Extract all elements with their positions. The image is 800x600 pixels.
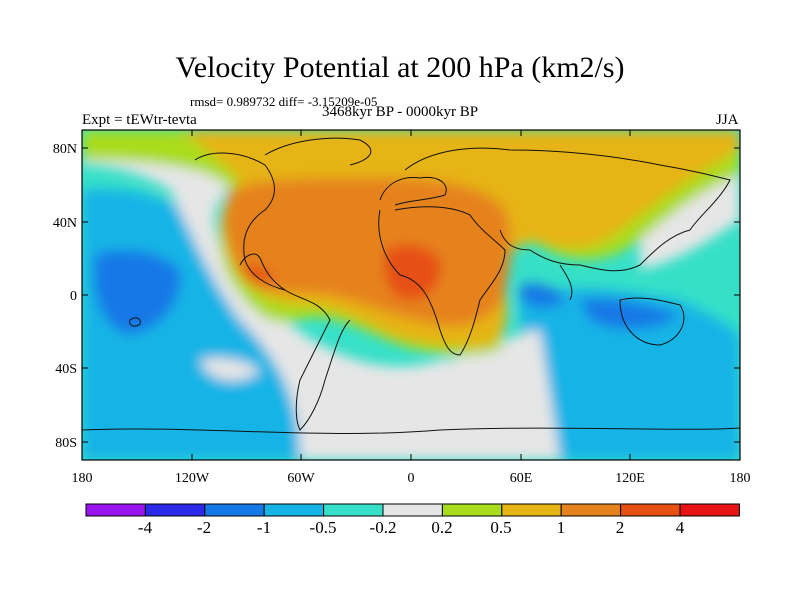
lat-label: 80N bbox=[53, 142, 77, 157]
colorbar-label: 0.5 bbox=[490, 518, 511, 537]
contour-field bbox=[82, 130, 740, 460]
colorbar-swatch bbox=[204, 503, 265, 517]
colorbar-swatch bbox=[620, 503, 681, 517]
colorbar-labels: -4 -2 -1 -0.5 -0.2 0.2 0.5 1 2 4 bbox=[138, 518, 685, 537]
colorbar-swatch bbox=[501, 503, 562, 517]
coastlines bbox=[82, 137, 740, 435]
lon-label: 180 bbox=[72, 471, 93, 486]
experiment-label: Expt = tEWtr-tevta bbox=[82, 112, 197, 128]
colorbar-label: -1 bbox=[257, 518, 271, 537]
colorbar-swatch bbox=[441, 503, 503, 517]
colorbar-label: 1 bbox=[557, 518, 566, 537]
lon-label: 60E bbox=[510, 471, 533, 486]
lat-label: 40S bbox=[55, 362, 77, 377]
colorbar-swatch bbox=[382, 503, 443, 517]
colorbar-swatch bbox=[85, 503, 146, 517]
lon-label: 120E bbox=[615, 471, 645, 486]
colorbar-label: -0.2 bbox=[370, 518, 397, 537]
lon-label: 180 bbox=[730, 471, 751, 486]
lon-label: 120W bbox=[175, 471, 210, 486]
colorbar-swatch bbox=[144, 503, 206, 517]
lon-labels: 180 120W 60W 0 60E 120E 180 bbox=[72, 471, 751, 486]
season-label: JJA bbox=[716, 112, 739, 128]
colorbar-swatch bbox=[679, 503, 740, 517]
period-label: 3468kyr BP - 0000kyr BP bbox=[321, 104, 479, 120]
colorbar-swatch bbox=[560, 503, 622, 517]
map-ticks bbox=[82, 130, 740, 460]
map-title: Velocity Potential at 200 hPa (km2/s) bbox=[175, 51, 625, 84]
colorbar-label: 4 bbox=[676, 518, 685, 537]
colorbar-swatch bbox=[263, 503, 325, 517]
colorbar-label: -2 bbox=[197, 518, 211, 537]
lat-label: 80S bbox=[55, 436, 77, 451]
stats-line: rmsd= 0.989732 diff= -3.15209e-05 bbox=[190, 94, 378, 109]
colorbar-label: 0.2 bbox=[431, 518, 452, 537]
colorbar bbox=[85, 503, 740, 517]
colorbar-swatch bbox=[323, 503, 384, 517]
lon-label: 60W bbox=[287, 471, 315, 486]
lat-labels: 80N 40N 0 40S 80S bbox=[53, 142, 77, 451]
colorbar-label: -0.5 bbox=[310, 518, 337, 537]
lat-label: 0 bbox=[70, 289, 77, 304]
colorbar-label: -4 bbox=[138, 518, 153, 537]
lon-label: 0 bbox=[408, 471, 415, 486]
lat-label: 40N bbox=[53, 216, 77, 231]
colorbar-label: 2 bbox=[616, 518, 625, 537]
